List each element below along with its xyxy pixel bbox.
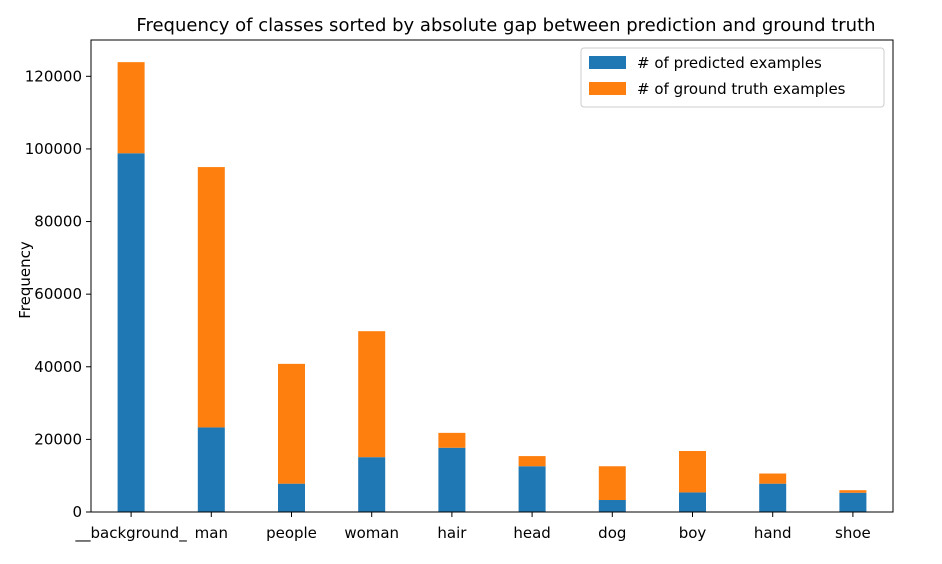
legend-swatch-ground-truth [589,82,626,95]
bar-ground-truth-3 [358,331,386,458]
bar-predicted-7 [679,492,706,512]
bar-ground-truth-7 [679,451,706,493]
y-tick-label: 60000 [34,285,82,303]
bar-predicted-1 [197,427,225,512]
x-tick-label: shoe [835,524,871,542]
bar-predicted-2 [278,483,305,512]
bar-ground-truth-5 [518,456,546,467]
legend-label-ground-truth: # of ground truth examples [637,80,846,98]
bar-ground-truth-4 [438,432,466,448]
legend-swatch-predicted [589,56,626,69]
y-tick-label: 80000 [34,213,82,231]
x-tick-label: hand [754,524,792,542]
bar-predicted-0 [117,153,145,512]
x-tick-label: man [195,524,228,542]
bar-ground-truth-0 [117,62,145,154]
bar-predicted-5 [518,466,546,512]
x-tick-label: __background_ [74,524,187,543]
legend-box [580,47,885,108]
y-axis-label: Frequency [16,241,34,319]
y-tick-label: 0 [72,503,82,521]
y-tick-label: 20000 [34,430,82,448]
x-axis-ticks: __background_ man people woman hair head dog bo… [74,512,871,543]
x-tick-label: people [266,524,317,542]
bar-predicted-8 [759,483,787,512]
chart-title: Frequency of classes sorted by absolute … [136,15,875,36]
y-axis-ticks: 0 20000 40000 60000 80000 100000 120000 [25,67,91,521]
y-tick-label: 100000 [25,140,82,158]
bar-ground-truth-1 [197,167,225,428]
bar-ground-truth-9 [839,490,867,493]
bar-ground-truth-2 [278,363,305,484]
y-tick-label: 120000 [25,67,82,85]
y-tick-label: 40000 [34,358,82,376]
bar-predicted-3 [358,457,386,512]
bars-group [117,62,867,512]
bar-predicted-9 [839,492,867,512]
x-tick-label: head [513,524,550,542]
x-tick-label: boy [679,524,707,542]
x-tick-label: woman [344,524,399,542]
legend-label-predicted: # of predicted examples [637,54,822,72]
bar-predicted-4 [438,447,466,512]
x-tick-label: hair [437,524,467,542]
plot-frame [90,39,894,513]
bar-predicted-6 [598,500,626,512]
bar-ground-truth-8 [759,473,787,484]
bar-ground-truth-6 [598,466,626,501]
x-tick-label: dog [598,524,626,542]
legend: # of predicted examples # of ground trut… [580,47,885,108]
